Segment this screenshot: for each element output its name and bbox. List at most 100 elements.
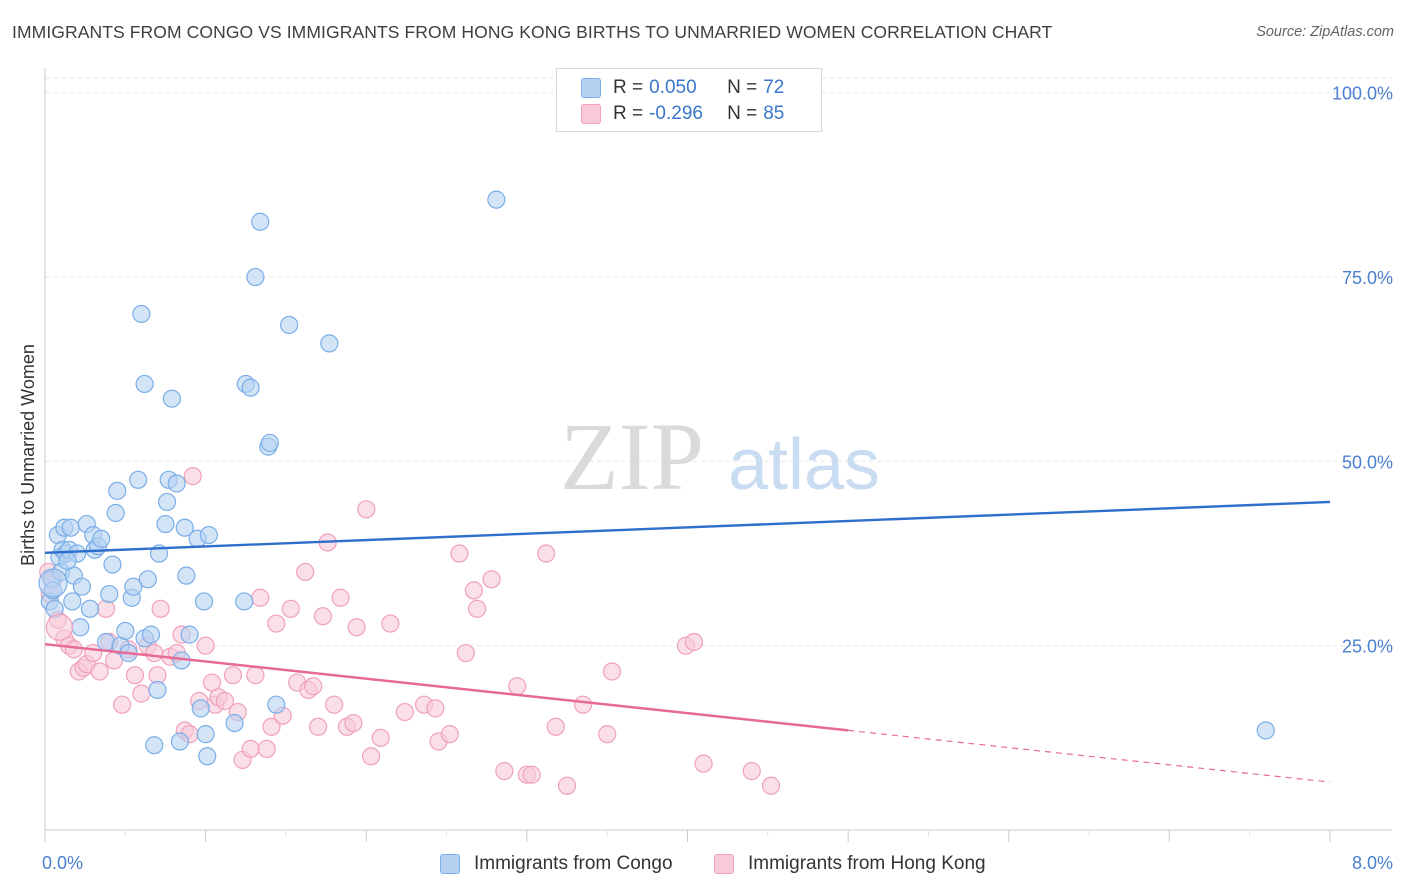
hongkong-point [694, 754, 713, 773]
hongkong-point [467, 599, 487, 618]
congo-point [148, 680, 167, 700]
congo-point [80, 599, 100, 618]
hongkong-point [257, 739, 276, 759]
congo-point [487, 190, 506, 209]
hongkong-point [183, 467, 202, 486]
congo-point [71, 618, 90, 637]
hongkong-point [112, 695, 132, 714]
congo-point [1256, 721, 1275, 740]
hongkong-point [371, 728, 390, 747]
congo-point [191, 699, 210, 718]
congo-point [138, 570, 157, 589]
hongkong-trend-line-extension [848, 729, 1331, 783]
congo-point [199, 525, 218, 545]
hongkong-trend-line [44, 643, 849, 732]
legend-item-hongkong[interactable]: Immigrants from Hong Kong [714, 850, 986, 878]
congo-point [251, 212, 270, 231]
hongkong-legend-label: Immigrants from Hong Kong [748, 853, 986, 874]
congo-r-value: 0.050 [649, 77, 697, 98]
hongkong-point [96, 599, 116, 618]
hongkong-point [395, 702, 414, 722]
stats-legend-row-congo: R = 0.050 N = 72 [581, 75, 784, 101]
hongkong-point [45, 613, 74, 641]
x-tick-label: 0.0% [42, 853, 83, 873]
congo-point [267, 695, 286, 714]
hongkong-point [296, 562, 315, 582]
hongkong-point [262, 717, 281, 736]
y-axis-label: Births to Unmarried Women [18, 344, 38, 566]
congo-point [198, 747, 217, 766]
hongkong-point [522, 765, 541, 784]
congo-point [58, 551, 77, 571]
hongkong-point [426, 699, 445, 718]
congo-point [241, 378, 260, 397]
hongkong-point [546, 717, 565, 736]
hongkong-point [381, 614, 400, 633]
hongkong-point [482, 570, 501, 589]
hongkong-point [132, 684, 151, 703]
hongkong-point [223, 666, 243, 685]
congo-point [177, 566, 196, 585]
congo-point [72, 577, 92, 596]
hongkong-point [357, 500, 376, 519]
congo-point [280, 315, 299, 335]
n-label: N = [727, 77, 758, 98]
congo-point [170, 732, 190, 751]
hongkong-point [304, 677, 323, 696]
hongkong-point [251, 588, 270, 607]
r-label: R = [613, 103, 644, 124]
gridlines [45, 77, 1392, 647]
congo-point [157, 492, 177, 512]
congo-n-value: 72 [763, 77, 785, 98]
congo-point [132, 304, 151, 324]
y-tick-label: 50.0% [1342, 452, 1393, 472]
congo-point [38, 568, 68, 598]
legend-item-congo[interactable]: Immigrants from Congo [440, 850, 673, 878]
hongkong-point [125, 666, 145, 685]
congo-point [106, 503, 125, 523]
chart-title: IMMIGRANTS FROM CONGO VS IMMIGRANTS FROM… [12, 22, 1053, 42]
hongkong-point [241, 739, 260, 759]
hongkong-point [313, 607, 332, 626]
watermark-atlas: atlas [728, 425, 880, 505]
congo-point [100, 584, 119, 604]
congo-point [156, 514, 175, 534]
congo-point [180, 625, 199, 644]
congo-point [175, 518, 194, 537]
congo-legend-label: Immigrants from Congo [474, 853, 673, 874]
watermark-zip: ZIP [560, 403, 704, 510]
hongkong-point [361, 747, 381, 766]
congo-point [320, 334, 339, 353]
hongkong-legend-swatch [714, 854, 734, 874]
data-points [38, 190, 1275, 795]
y-tick-label: 75.0% [1342, 268, 1393, 288]
watermark: ZIP atlas [560, 403, 880, 510]
congo-point [103, 555, 122, 574]
hongkong-point [151, 599, 170, 618]
hongkong-r-value: -0.296 [649, 103, 703, 124]
hongkong-point [602, 662, 622, 681]
hongkong-point [508, 677, 527, 696]
hongkong-point [281, 599, 300, 618]
n-label: N = [727, 103, 758, 124]
congo-legend-swatch [440, 854, 460, 874]
congo-point [167, 474, 186, 493]
hongkong-point [246, 666, 265, 685]
hongkong-point [761, 776, 781, 795]
congo-point [135, 374, 154, 394]
congo-swatch [581, 78, 601, 98]
congo-point [145, 736, 164, 755]
congo-point [92, 529, 111, 548]
congo-point [129, 470, 148, 489]
source-label: Source: ZipAtlas.com [1256, 24, 1394, 40]
hongkong-point [308, 717, 328, 736]
hongkong-point [267, 614, 286, 633]
hongkong-point [495, 761, 514, 781]
hongkong-point [344, 713, 363, 733]
hongkong-point [145, 643, 164, 663]
congo-point [108, 481, 127, 500]
x-tick-label: 8.0% [1352, 853, 1393, 873]
hongkong-point [557, 776, 577, 795]
hongkong-point [215, 691, 234, 711]
